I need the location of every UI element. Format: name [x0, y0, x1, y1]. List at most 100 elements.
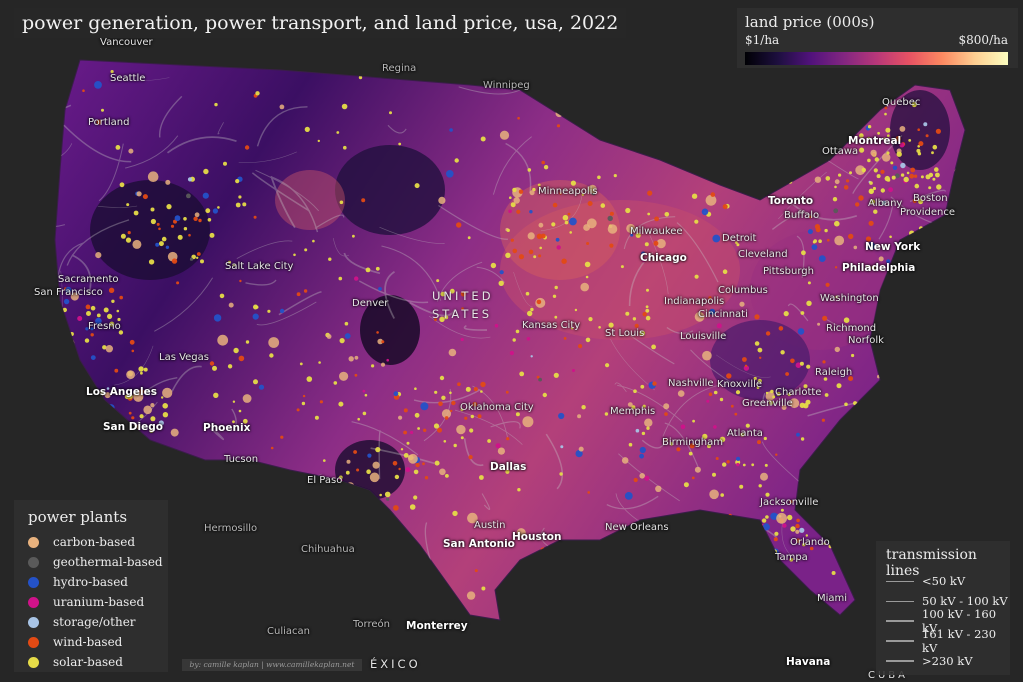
power-plant-dot — [726, 373, 732, 379]
power-plant-dot — [509, 350, 514, 356]
power-plant-dot — [457, 382, 461, 387]
power-plant-dot — [158, 227, 161, 231]
power-plant-dot — [902, 372, 907, 376]
power-plant-dot — [556, 124, 561, 128]
transmission-line — [878, 414, 904, 461]
power-plant-dot — [931, 151, 934, 155]
power-plant-dot — [874, 157, 879, 162]
power-plant-dot — [205, 208, 211, 214]
power-plant-dot — [95, 252, 102, 259]
power-plant-dot — [474, 569, 478, 573]
label-tampa: Tampa — [775, 552, 808, 563]
transmission-line — [238, 151, 297, 164]
power-plant-dot — [124, 394, 130, 400]
legend-dot-icon — [28, 536, 39, 548]
power-plant-dot — [538, 377, 542, 382]
power-plant-dot — [304, 248, 308, 252]
power-plant-dot — [149, 428, 154, 433]
label-cincinnati: Cincinnati — [698, 309, 748, 320]
power-plant-dot — [460, 291, 467, 297]
power-plant-dot — [759, 356, 762, 359]
power-plant-dot — [586, 218, 597, 229]
power-plant-dot — [453, 443, 457, 448]
power-plant-dot — [55, 307, 58, 318]
power-plant-dot — [126, 203, 130, 207]
power-plant-dot — [924, 395, 933, 404]
power-plant-dot — [909, 173, 915, 179]
power-plant-dot — [456, 424, 466, 435]
label-miami: Miami — [817, 593, 848, 604]
power-plant-dot — [510, 238, 514, 242]
power-plant-dot — [393, 391, 399, 397]
power-plant-dot — [608, 322, 614, 328]
power-plant-dot — [498, 280, 504, 286]
power-plant-dot — [651, 134, 656, 138]
power-plant-dot — [918, 141, 924, 147]
power-plant-dot — [194, 212, 200, 218]
power-plant-dot — [865, 444, 870, 448]
power-plant-dot — [170, 224, 175, 228]
power-plant-dot — [341, 103, 348, 110]
power-plant-dot — [96, 119, 102, 125]
label-san-antonio: San Antonio — [443, 538, 515, 550]
power-plant-dot — [414, 412, 420, 418]
transmission-line — [438, 204, 509, 240]
power-plant-dot — [772, 395, 776, 399]
power-plant-dot — [238, 355, 245, 362]
power-plant-dot — [862, 169, 866, 173]
power-plant-dot — [183, 217, 187, 221]
power-plant-dot — [90, 355, 96, 360]
power-plant-dot — [232, 263, 236, 267]
power-plant-dot — [193, 550, 199, 556]
power-plant-dot — [90, 333, 94, 337]
legend-dot-icon — [28, 576, 39, 588]
power-plant-dot — [867, 125, 872, 129]
power-plant-dot — [65, 463, 70, 467]
label-austin: Austin — [474, 520, 506, 531]
power-plant-dot — [422, 462, 425, 466]
power-plant-dot — [795, 523, 800, 529]
transmission-line — [651, 551, 672, 567]
power-plant-dot — [823, 542, 826, 545]
power-plant-dot — [158, 420, 164, 426]
power-plant-dot — [214, 102, 218, 107]
power-plant-dot — [131, 416, 135, 420]
power-plant-dot — [558, 412, 565, 420]
power-plant-dot — [781, 405, 787, 410]
power-plant-dot — [740, 432, 745, 437]
power-plant-dot — [499, 130, 510, 140]
power-plant-dot — [835, 295, 839, 299]
power-plant-dot — [131, 349, 135, 353]
power-plant-dot — [757, 440, 761, 445]
power-plant-dot — [324, 508, 327, 512]
label-memphis: Memphis — [610, 406, 656, 417]
power-plant-dot — [189, 257, 194, 261]
power-plant-dot — [613, 174, 617, 178]
power-plant-dot — [916, 265, 922, 270]
power-plant-dot — [94, 81, 102, 89]
transmission-legend-item: >230 kV — [886, 651, 1010, 671]
power-plant-dot — [434, 460, 440, 466]
power-plant-dot — [878, 256, 884, 262]
power-plant-dot — [95, 413, 101, 419]
legend-item-label: uranium-based — [53, 595, 145, 609]
power-plant-dot — [716, 323, 722, 329]
power-plant-dot — [780, 350, 785, 355]
power-plant-legend-item: hydro-based — [28, 572, 163, 592]
power-plant-legend-item: geothermal-based — [28, 552, 163, 572]
label-nashville: Nashville — [668, 378, 714, 389]
power-plant-dot — [770, 389, 774, 394]
power-plant-dot — [569, 217, 577, 226]
power-plant-dot — [570, 327, 574, 330]
power-plant-dot — [56, 314, 61, 319]
power-plant-dot — [834, 179, 840, 185]
power-plant-dot — [398, 415, 403, 420]
power-plant-dot — [356, 468, 360, 472]
us-landmass — [54, 59, 966, 621]
power-plant-dot — [899, 142, 905, 148]
power-plant-dot — [805, 534, 808, 537]
power-plant-dot — [838, 433, 843, 438]
power-plant-dot — [656, 71, 662, 77]
